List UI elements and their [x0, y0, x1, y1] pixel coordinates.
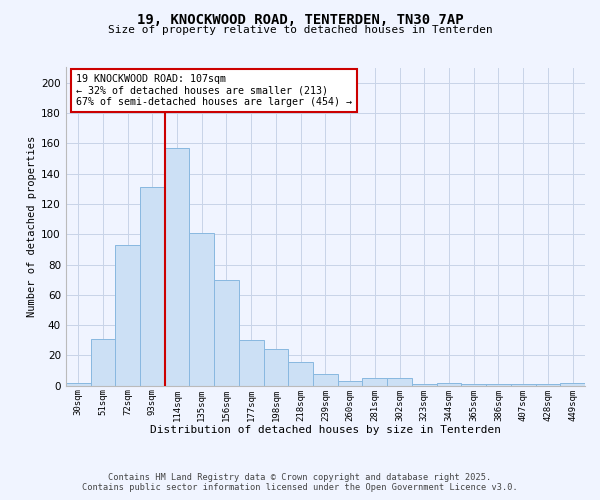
Bar — [461, 384, 486, 386]
Bar — [239, 340, 263, 386]
X-axis label: Distribution of detached houses by size in Tenterden: Distribution of detached houses by size … — [150, 425, 501, 435]
Bar — [486, 384, 511, 386]
Bar — [536, 384, 560, 386]
Bar — [115, 245, 140, 386]
Bar — [511, 384, 536, 386]
Bar — [387, 378, 412, 386]
Bar — [313, 374, 338, 386]
Bar — [214, 280, 239, 386]
Bar — [66, 383, 91, 386]
Text: Size of property relative to detached houses in Tenterden: Size of property relative to detached ho… — [107, 25, 493, 35]
Y-axis label: Number of detached properties: Number of detached properties — [27, 136, 37, 318]
Bar — [412, 384, 437, 386]
Bar — [91, 339, 115, 386]
Bar — [560, 383, 585, 386]
Bar — [190, 232, 214, 386]
Bar — [289, 362, 313, 386]
Bar — [140, 187, 164, 386]
Text: 19, KNOCKWOOD ROAD, TENTERDEN, TN30 7AP: 19, KNOCKWOOD ROAD, TENTERDEN, TN30 7AP — [137, 12, 463, 26]
Bar — [263, 350, 289, 386]
Bar — [362, 378, 387, 386]
Bar — [338, 382, 362, 386]
Text: Contains HM Land Registry data © Crown copyright and database right 2025.
Contai: Contains HM Land Registry data © Crown c… — [82, 473, 518, 492]
Bar — [164, 148, 190, 386]
Bar — [437, 383, 461, 386]
Text: 19 KNOCKWOOD ROAD: 107sqm
← 32% of detached houses are smaller (213)
67% of semi: 19 KNOCKWOOD ROAD: 107sqm ← 32% of detac… — [76, 74, 352, 107]
